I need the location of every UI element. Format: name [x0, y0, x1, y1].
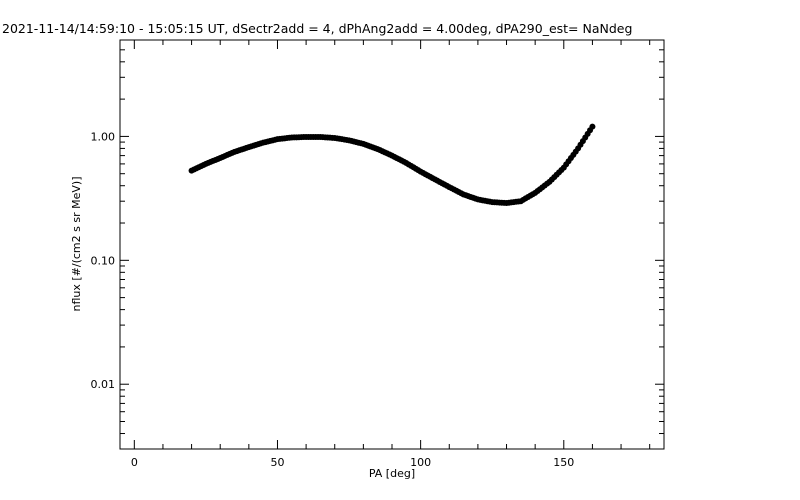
y-axis-label: nflux [#/(cm2 s sr MeV)]: [70, 177, 83, 312]
data-points: [188, 123, 596, 207]
axis-ticks: [120, 40, 664, 449]
data-point: [589, 123, 596, 130]
x-tick-label: 50: [270, 456, 284, 469]
x-tick-label: 0: [131, 456, 138, 469]
tick-labels: 0 50 100 150 0.01 0.10 1.00: [91, 130, 575, 469]
chart-title: 2021-11-14/14:59:10 - 15:05:15 UT, dSect…: [2, 21, 632, 36]
x-tick-label: 100: [410, 456, 431, 469]
y-tick-label: 0.01: [91, 378, 116, 391]
y-tick-label: 0.10: [91, 254, 116, 267]
x-axis-label: PA [deg]: [369, 467, 415, 480]
y-tick-label: 1.00: [91, 130, 116, 143]
x-tick-label: 150: [553, 456, 574, 469]
